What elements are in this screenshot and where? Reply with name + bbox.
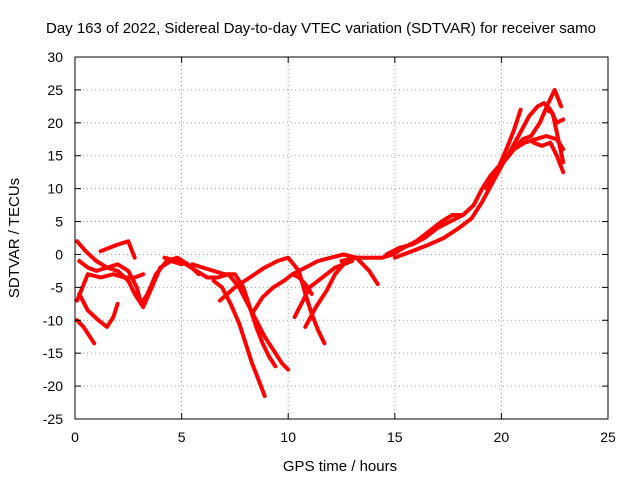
x-tick-label: 15: [387, 429, 403, 445]
x-tick-label: 0: [71, 429, 79, 445]
x-tick-labels: 0 5 10 15 20 25: [71, 429, 616, 445]
x-tick-label: 5: [178, 429, 186, 445]
plot-frame: [74, 56, 609, 420]
data-series-group: [75, 87, 566, 398]
series-line-sat-18: [484, 87, 564, 191]
series-line-sat-14: [290, 252, 380, 287]
series-line-sat-02: [77, 291, 120, 329]
series-line-sat-07: [162, 255, 291, 372]
y-tick-labels: -25 -20 -15 -10 -5 0 5 10 15 20 25 30: [43, 49, 63, 427]
y-axis-label: SDTVAR / TECUs: [6, 178, 23, 298]
y-tick-label: 20: [47, 115, 63, 131]
tick-marks: [74, 56, 609, 420]
series-line-sat-20: [531, 140, 566, 175]
series-line-sat-01: [75, 318, 97, 346]
y-tick-label: 5: [55, 214, 63, 230]
y-tick-label: -20: [43, 378, 63, 394]
series-line-sat-09: [190, 262, 278, 369]
chart-title: Day 163 of 2022, Sidereal Day-to-day VTE…: [46, 20, 596, 37]
grid-lines: [75, 57, 608, 419]
y-tick-label: 30: [47, 49, 63, 65]
y-tick-label: 10: [47, 181, 63, 197]
y-tick-label: 15: [47, 148, 63, 164]
y-tick-label: -15: [43, 345, 63, 361]
series-line-sat-21: [544, 107, 566, 165]
y-tick-label: 0: [55, 246, 63, 262]
series-line-sat-04: [77, 255, 201, 306]
y-tick-label: -5: [51, 279, 64, 295]
series-line-sat-08: [211, 278, 267, 398]
y-tick-label: 25: [47, 82, 63, 98]
x-tick-label: 20: [494, 429, 510, 445]
y-tick-label: -10: [43, 312, 63, 328]
series-line-sat-10: [218, 255, 327, 346]
y-tick-label: -25: [43, 411, 63, 427]
x-tick-label: 25: [600, 429, 616, 445]
x-axis-label: GPS time / hours: [283, 458, 397, 475]
x-tick-label: 10: [280, 429, 296, 445]
series-line-sat-05: [75, 272, 146, 303]
series-line-sat-16: [384, 107, 523, 257]
series-line-sat-06: [98, 239, 137, 260]
series-line-sat-11: [250, 272, 314, 316]
